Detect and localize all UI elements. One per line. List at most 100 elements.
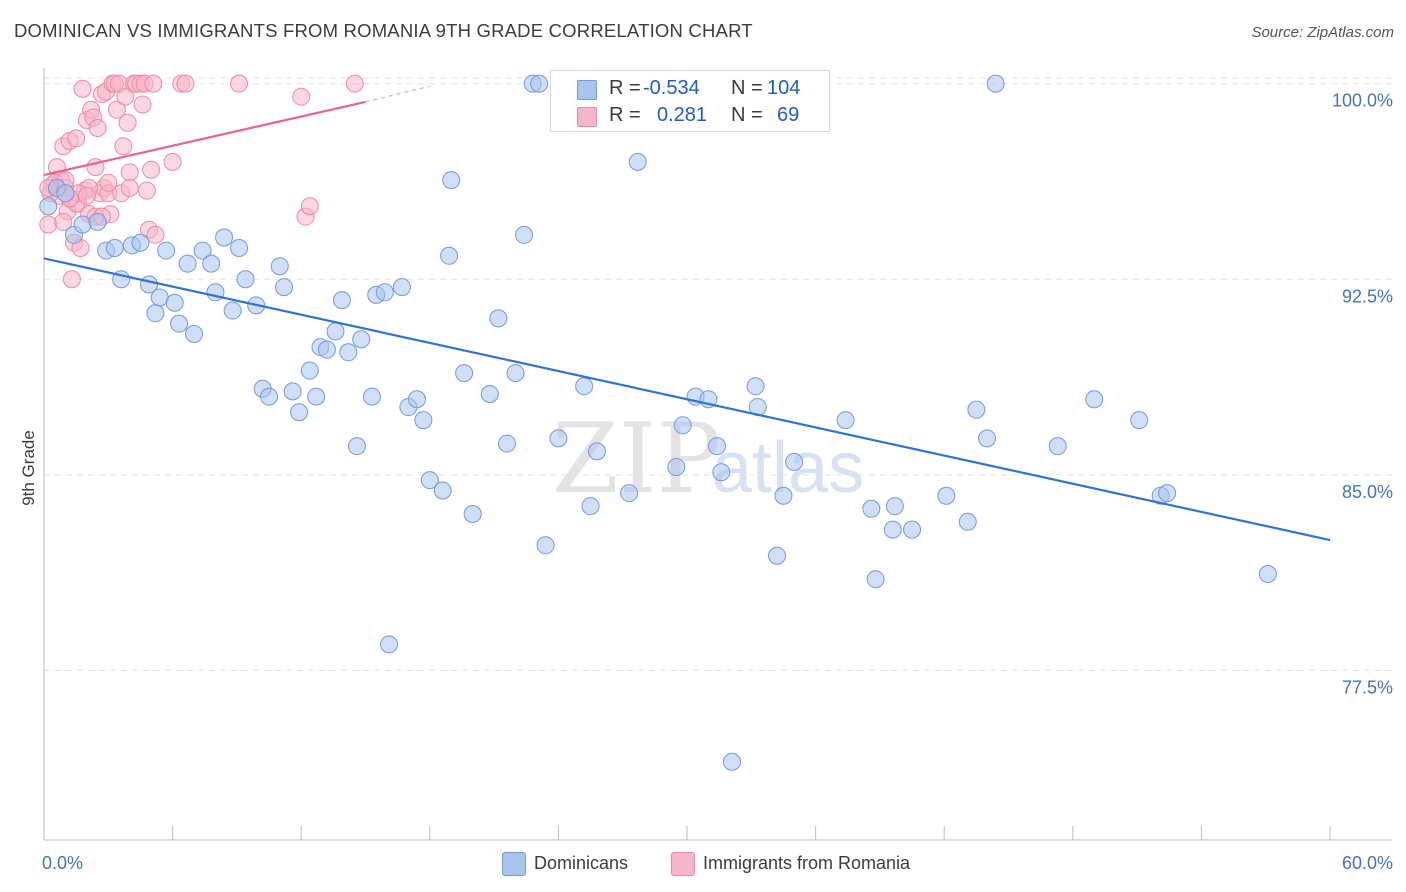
dominican-point	[317, 340, 336, 359]
legend-r-value: -0.534	[643, 77, 700, 99]
romania-point	[300, 197, 319, 216]
romania-point	[62, 270, 81, 289]
dominican-point	[1085, 390, 1104, 409]
y-tick-label: 100.0%	[1332, 91, 1393, 111]
dominican-point	[307, 387, 326, 406]
dominican-point	[223, 301, 242, 320]
dominican-point	[56, 184, 75, 203]
dominican-point	[768, 546, 787, 565]
legend-row-romania: R = 0.281 N = 69	[551, 102, 829, 128]
romania-trend-extension	[365, 85, 430, 103]
dominican-point	[1048, 437, 1067, 456]
dominican-point	[165, 293, 184, 312]
dominican-point	[978, 429, 997, 448]
dominican-point	[150, 288, 169, 307]
dominican-point	[433, 481, 452, 500]
romania-point	[120, 163, 139, 182]
dominican-point	[88, 212, 107, 231]
dominican-point	[515, 225, 534, 244]
dominican-point	[283, 382, 302, 401]
dominican-point	[105, 238, 124, 257]
romania-point	[77, 186, 96, 205]
dominican-point	[530, 74, 549, 93]
y-tick-label: 92.5%	[1342, 286, 1393, 306]
dominican-point	[903, 520, 922, 539]
dominican-point	[785, 452, 804, 471]
romania-point	[142, 160, 161, 179]
dominican-point	[73, 215, 92, 234]
dominican-point	[723, 752, 742, 771]
romania-point	[133, 95, 152, 114]
dominican-point	[375, 283, 394, 302]
dominican-point	[392, 278, 411, 297]
dominican-point	[866, 570, 885, 589]
dominican-point	[712, 463, 731, 482]
dominican-point	[39, 197, 58, 216]
dominican-point	[170, 314, 189, 333]
grid-lines	[44, 77, 1392, 671]
dominican-point	[236, 270, 255, 289]
dominican-point	[673, 416, 692, 435]
dominican-point	[185, 325, 204, 344]
x-tick-label: 60.0%	[1342, 853, 1393, 873]
legend-n-value: 104	[767, 77, 801, 99]
dominican-point	[463, 504, 482, 523]
bottom-legend-swatch-blue	[502, 852, 526, 876]
dominican-point	[407, 390, 426, 409]
romania-point	[67, 129, 86, 148]
dominican-point	[587, 442, 606, 461]
dominican-point	[1258, 564, 1277, 583]
romania-point	[292, 87, 311, 106]
dominican-trend-line	[43, 257, 1331, 542]
legend-r-label: R =	[609, 77, 641, 99]
legend-n-label: N =	[731, 77, 763, 99]
dominican-point	[339, 343, 358, 362]
legend-swatch-blue	[577, 80, 597, 100]
romania-point	[176, 74, 195, 93]
dominican-point	[536, 536, 555, 555]
dominican-point	[275, 278, 294, 297]
dominican-point	[146, 304, 165, 323]
dominican-point	[1158, 484, 1177, 503]
y-axis-label: 9th Grade	[19, 430, 38, 506]
dominican-point	[497, 434, 516, 453]
dominican-point	[667, 458, 686, 477]
romania-point	[39, 215, 58, 234]
stats-legend: R = -0.534 N = 104 R = 0.281 N = 69	[550, 70, 830, 132]
dominican-point	[986, 74, 1005, 93]
romania-point	[88, 118, 107, 137]
romania-point	[345, 74, 364, 93]
dominican-point	[442, 171, 461, 190]
chart-title: DOMINICAN VS IMMIGRANTS FROM ROMANIA 9TH…	[14, 20, 753, 41]
dominican-point	[420, 471, 439, 490]
romania-point	[114, 137, 133, 156]
dominican-point	[326, 322, 345, 341]
dominican-point	[414, 411, 433, 430]
dominican-point	[332, 291, 351, 310]
dominican-point	[506, 364, 525, 383]
legend-n-label: N =	[731, 104, 763, 126]
watermark-zip: ZIP	[552, 403, 721, 515]
dominican-point	[380, 635, 399, 654]
trend-lines	[43, 85, 1331, 542]
dominican-point	[215, 228, 234, 247]
dominican-point	[193, 241, 212, 260]
dominican-point	[300, 361, 319, 380]
dominican-point	[290, 403, 309, 422]
dominican-point	[480, 385, 499, 404]
romania-point	[230, 74, 249, 93]
dominican-point	[937, 486, 956, 505]
y-tick-label: 85.0%	[1342, 482, 1393, 502]
dominican-point	[440, 246, 459, 265]
romania-point	[137, 181, 156, 200]
bottom-legend-label: Immigrants from Romania	[703, 853, 911, 873]
dominican-point	[270, 257, 289, 276]
romania-point	[120, 178, 139, 197]
legend-n-value: 69	[777, 104, 800, 126]
dominican-point	[628, 152, 647, 171]
dominican-point	[575, 377, 594, 396]
dominican-point	[620, 484, 639, 503]
romania-point	[163, 152, 182, 171]
dominican-point	[581, 497, 600, 516]
